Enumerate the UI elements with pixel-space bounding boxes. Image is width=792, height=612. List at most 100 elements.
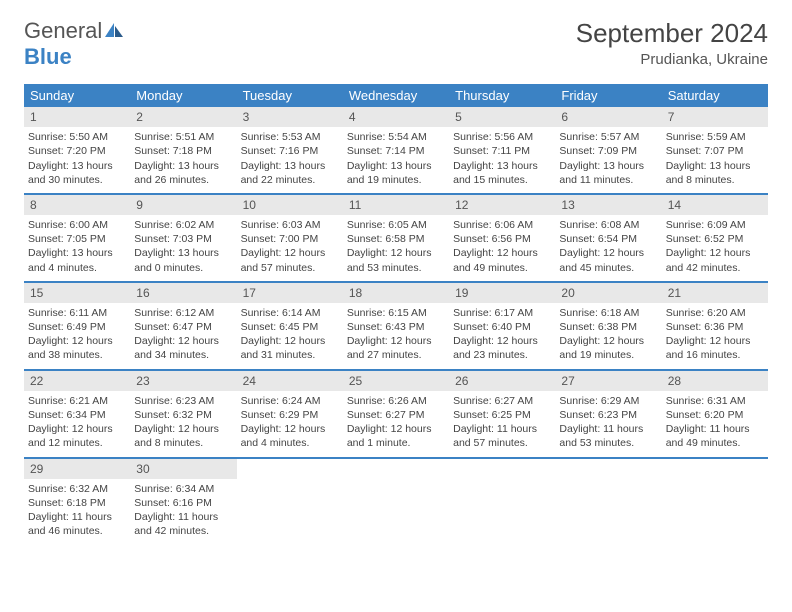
day-sunrise: Sunrise: 5:57 AM bbox=[559, 130, 657, 144]
day-cell: 1Sunrise: 5:50 AMSunset: 7:20 PMDaylight… bbox=[24, 107, 130, 193]
day-cell: 17Sunrise: 6:14 AMSunset: 6:45 PMDayligh… bbox=[237, 283, 343, 369]
day-daylight2: and 8 minutes. bbox=[134, 436, 232, 450]
day-daylight2: and 8 minutes. bbox=[666, 173, 764, 187]
day-daylight1: Daylight: 12 hours bbox=[134, 422, 232, 436]
day-sunset: Sunset: 7:20 PM bbox=[28, 144, 126, 158]
day-number: 19 bbox=[449, 283, 555, 303]
day-sunrise: Sunrise: 6:24 AM bbox=[241, 394, 339, 408]
logo: General Blue bbox=[24, 18, 124, 70]
day-header: Sunday bbox=[24, 84, 130, 107]
day-header: Friday bbox=[555, 84, 661, 107]
day-number: 27 bbox=[555, 371, 661, 391]
day-number: 30 bbox=[130, 459, 236, 479]
day-cell: 3Sunrise: 5:53 AMSunset: 7:16 PMDaylight… bbox=[237, 107, 343, 193]
day-number: 28 bbox=[662, 371, 768, 391]
day-daylight2: and 15 minutes. bbox=[453, 173, 551, 187]
day-sunrise: Sunrise: 6:05 AM bbox=[347, 218, 445, 232]
day-daylight2: and 12 minutes. bbox=[28, 436, 126, 450]
day-cell: 2Sunrise: 5:51 AMSunset: 7:18 PMDaylight… bbox=[130, 107, 236, 193]
day-daylight2: and 45 minutes. bbox=[559, 261, 657, 275]
logo-sail-icon bbox=[104, 22, 124, 38]
day-cell-empty bbox=[662, 459, 768, 545]
day-daylight2: and 0 minutes. bbox=[134, 261, 232, 275]
day-sunrise: Sunrise: 6:15 AM bbox=[347, 306, 445, 320]
day-daylight1: Daylight: 12 hours bbox=[666, 334, 764, 348]
day-daylight2: and 22 minutes. bbox=[241, 173, 339, 187]
day-header: Monday bbox=[130, 84, 236, 107]
day-sunset: Sunset: 6:43 PM bbox=[347, 320, 445, 334]
day-daylight1: Daylight: 11 hours bbox=[559, 422, 657, 436]
day-daylight2: and 46 minutes. bbox=[28, 524, 126, 538]
day-daylight1: Daylight: 11 hours bbox=[666, 422, 764, 436]
day-daylight2: and 11 minutes. bbox=[559, 173, 657, 187]
day-cell: 5Sunrise: 5:56 AMSunset: 7:11 PMDaylight… bbox=[449, 107, 555, 193]
day-sunset: Sunset: 6:29 PM bbox=[241, 408, 339, 422]
day-daylight1: Daylight: 11 hours bbox=[28, 510, 126, 524]
day-number: 11 bbox=[343, 195, 449, 215]
day-number: 2 bbox=[130, 107, 236, 127]
day-cell: 14Sunrise: 6:09 AMSunset: 6:52 PMDayligh… bbox=[662, 195, 768, 281]
day-sunrise: Sunrise: 5:53 AM bbox=[241, 130, 339, 144]
day-cell: 11Sunrise: 6:05 AMSunset: 6:58 PMDayligh… bbox=[343, 195, 449, 281]
day-number: 8 bbox=[24, 195, 130, 215]
day-cell: 25Sunrise: 6:26 AMSunset: 6:27 PMDayligh… bbox=[343, 371, 449, 457]
day-number: 14 bbox=[662, 195, 768, 215]
day-header-row: SundayMondayTuesdayWednesdayThursdayFrid… bbox=[24, 84, 768, 107]
day-daylight2: and 4 minutes. bbox=[241, 436, 339, 450]
day-sunset: Sunset: 6:23 PM bbox=[559, 408, 657, 422]
day-cell-empty bbox=[343, 459, 449, 545]
day-daylight2: and 49 minutes. bbox=[666, 436, 764, 450]
day-number: 21 bbox=[662, 283, 768, 303]
day-daylight1: Daylight: 13 hours bbox=[28, 159, 126, 173]
day-daylight2: and 31 minutes. bbox=[241, 348, 339, 362]
day-sunrise: Sunrise: 6:23 AM bbox=[134, 394, 232, 408]
day-daylight2: and 19 minutes. bbox=[347, 173, 445, 187]
day-cell: 18Sunrise: 6:15 AMSunset: 6:43 PMDayligh… bbox=[343, 283, 449, 369]
day-number: 5 bbox=[449, 107, 555, 127]
day-sunset: Sunset: 7:11 PM bbox=[453, 144, 551, 158]
day-number: 12 bbox=[449, 195, 555, 215]
logo-word2: Blue bbox=[24, 44, 72, 69]
day-sunset: Sunset: 6:40 PM bbox=[453, 320, 551, 334]
day-daylight2: and 57 minutes. bbox=[453, 436, 551, 450]
day-cell: 20Sunrise: 6:18 AMSunset: 6:38 PMDayligh… bbox=[555, 283, 661, 369]
logo-text: General Blue bbox=[24, 18, 124, 70]
day-number: 16 bbox=[130, 283, 236, 303]
day-cell: 26Sunrise: 6:27 AMSunset: 6:25 PMDayligh… bbox=[449, 371, 555, 457]
day-sunrise: Sunrise: 6:03 AM bbox=[241, 218, 339, 232]
day-sunset: Sunset: 6:16 PM bbox=[134, 496, 232, 510]
title-block: September 2024 Prudianka, Ukraine bbox=[576, 18, 768, 68]
day-daylight2: and 4 minutes. bbox=[28, 261, 126, 275]
day-sunset: Sunset: 6:38 PM bbox=[559, 320, 657, 334]
day-daylight1: Daylight: 12 hours bbox=[241, 246, 339, 260]
day-sunrise: Sunrise: 6:34 AM bbox=[134, 482, 232, 496]
day-sunset: Sunset: 6:56 PM bbox=[453, 232, 551, 246]
day-cell: 4Sunrise: 5:54 AMSunset: 7:14 PMDaylight… bbox=[343, 107, 449, 193]
day-daylight2: and 38 minutes. bbox=[28, 348, 126, 362]
day-number: 6 bbox=[555, 107, 661, 127]
day-sunset: Sunset: 6:27 PM bbox=[347, 408, 445, 422]
day-daylight1: Daylight: 12 hours bbox=[28, 422, 126, 436]
day-sunrise: Sunrise: 5:51 AM bbox=[134, 130, 232, 144]
day-sunrise: Sunrise: 6:02 AM bbox=[134, 218, 232, 232]
day-daylight1: Daylight: 13 hours bbox=[134, 246, 232, 260]
day-cell: 30Sunrise: 6:34 AMSunset: 6:16 PMDayligh… bbox=[130, 459, 236, 545]
day-daylight1: Daylight: 12 hours bbox=[666, 246, 764, 260]
day-cell: 13Sunrise: 6:08 AMSunset: 6:54 PMDayligh… bbox=[555, 195, 661, 281]
day-sunrise: Sunrise: 6:08 AM bbox=[559, 218, 657, 232]
day-cell-empty bbox=[555, 459, 661, 545]
day-sunset: Sunset: 7:14 PM bbox=[347, 144, 445, 158]
day-header: Tuesday bbox=[237, 84, 343, 107]
day-daylight2: and 19 minutes. bbox=[559, 348, 657, 362]
day-sunrise: Sunrise: 6:29 AM bbox=[559, 394, 657, 408]
day-number: 9 bbox=[130, 195, 236, 215]
day-sunset: Sunset: 6:25 PM bbox=[453, 408, 551, 422]
day-daylight2: and 27 minutes. bbox=[347, 348, 445, 362]
day-daylight1: Daylight: 12 hours bbox=[347, 334, 445, 348]
day-sunrise: Sunrise: 6:27 AM bbox=[453, 394, 551, 408]
day-cell: 23Sunrise: 6:23 AMSunset: 6:32 PMDayligh… bbox=[130, 371, 236, 457]
day-cell: 6Sunrise: 5:57 AMSunset: 7:09 PMDaylight… bbox=[555, 107, 661, 193]
day-daylight2: and 30 minutes. bbox=[28, 173, 126, 187]
day-sunset: Sunset: 6:45 PM bbox=[241, 320, 339, 334]
month-title: September 2024 bbox=[576, 18, 768, 49]
